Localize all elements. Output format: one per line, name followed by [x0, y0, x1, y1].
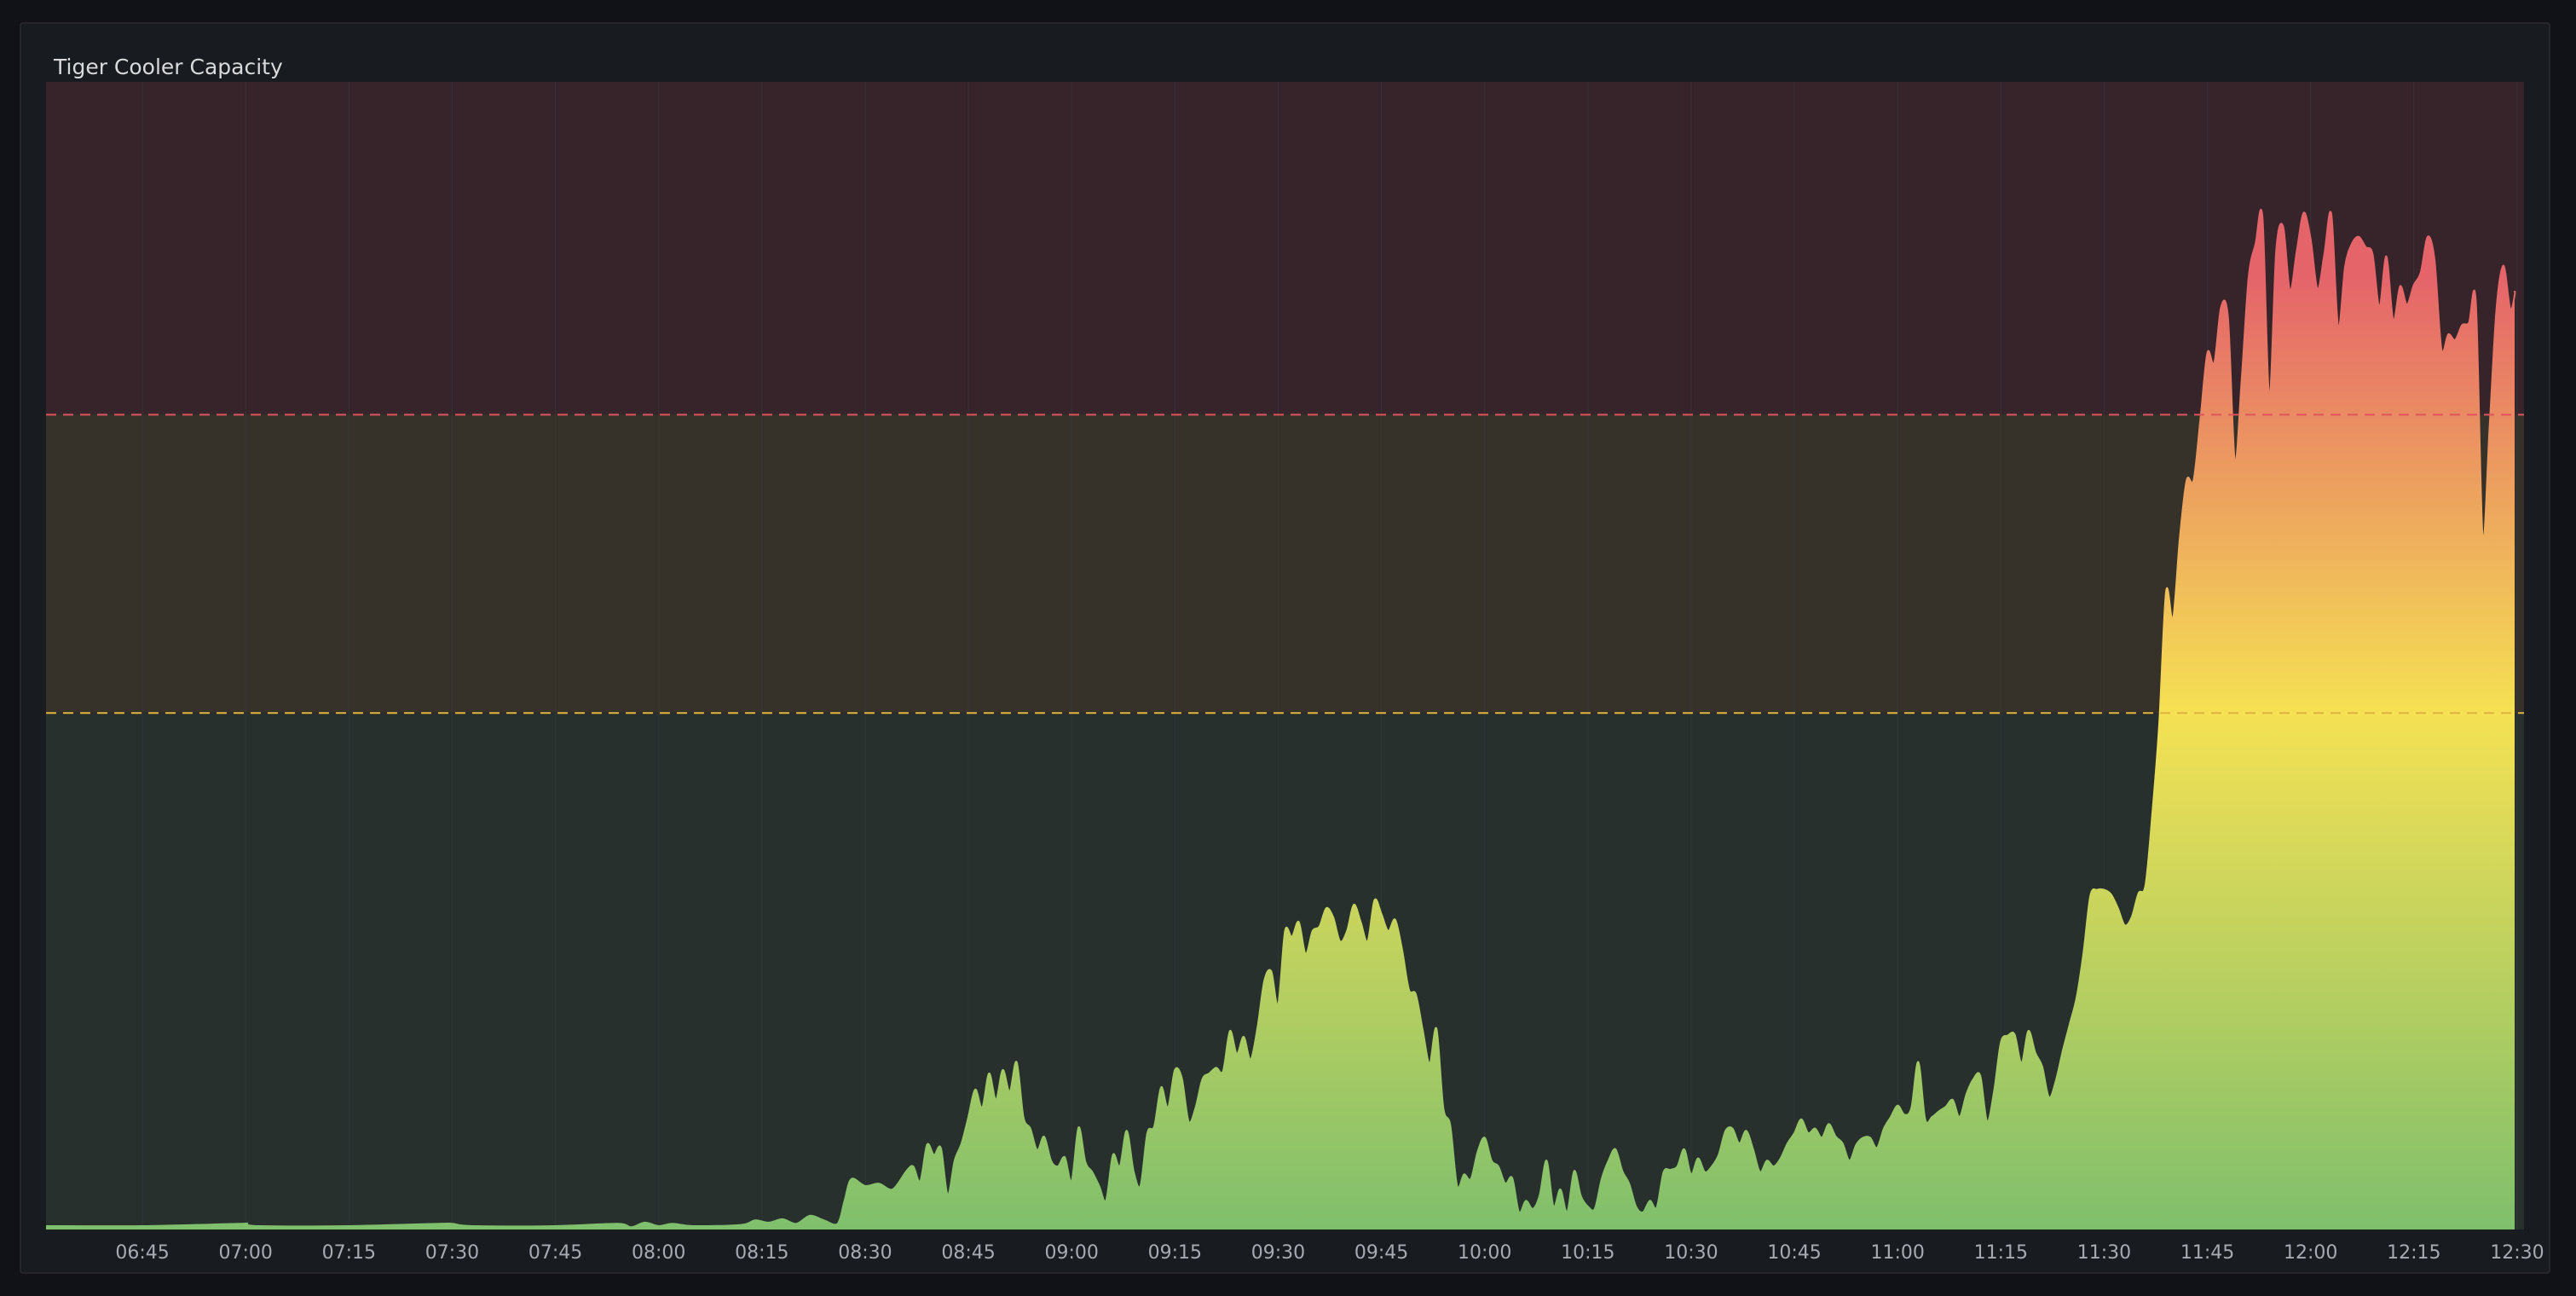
warning-zone — [46, 414, 2524, 714]
x-tick-label: 10:15 — [1561, 1242, 1614, 1264]
x-tick-label: 08:45 — [941, 1242, 995, 1264]
x-tick-label: 08:30 — [838, 1242, 892, 1264]
x-tick-label: 11:30 — [2077, 1242, 2131, 1264]
x-tick-label: 08:15 — [735, 1242, 788, 1264]
series-area — [46, 209, 2515, 1230]
grid-lines — [142, 82, 2518, 1229]
x-tick-label: 12:00 — [2284, 1242, 2337, 1264]
x-tick-label: 11:45 — [2180, 1242, 2234, 1264]
x-tick-label: 11:00 — [1870, 1242, 1924, 1264]
x-tick-label: 09:45 — [1354, 1242, 1408, 1264]
x-tick-label: 10:45 — [1767, 1242, 1821, 1264]
panel-title: Tiger Cooler Capacity — [54, 55, 283, 79]
x-axis: 06:45 07:00 07:15 07:30 07:45 08:00 08:15 08:30… — [115, 1242, 2544, 1264]
x-tick-label: 12:15 — [2387, 1242, 2440, 1264]
x-tick-label: 11:15 — [1974, 1242, 2028, 1264]
x-tick-label: 07:00 — [218, 1242, 272, 1264]
x-tick-label: 12:30 — [2490, 1242, 2544, 1264]
x-tick-label: 07:30 — [425, 1242, 479, 1264]
x-tick-label: 06:45 — [115, 1242, 169, 1264]
x-tick-label: 07:15 — [322, 1242, 376, 1264]
x-tick-label: 09:15 — [1148, 1242, 1202, 1264]
series-line — [45, 208, 2516, 1229]
x-tick-label: 10:30 — [1664, 1242, 1718, 1264]
x-tick-label: 09:30 — [1251, 1242, 1305, 1264]
x-tick-label: 07:45 — [528, 1242, 582, 1264]
x-tick-label: 10:00 — [1458, 1242, 1511, 1264]
critical-zone — [46, 82, 2524, 415]
x-tick-label: 08:00 — [632, 1242, 685, 1264]
x-tick-label: 09:00 — [1044, 1242, 1098, 1264]
